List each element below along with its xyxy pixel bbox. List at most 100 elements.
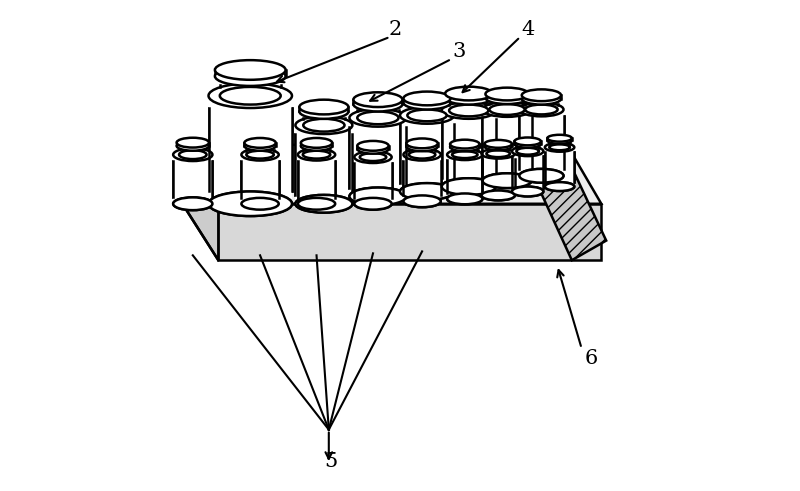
Ellipse shape — [545, 182, 574, 191]
Text: 6: 6 — [585, 349, 598, 368]
Ellipse shape — [209, 191, 292, 216]
Ellipse shape — [486, 88, 529, 101]
Ellipse shape — [242, 198, 278, 210]
Bar — [512, 151, 543, 191]
Text: 4: 4 — [521, 20, 534, 39]
Ellipse shape — [407, 109, 446, 121]
Ellipse shape — [215, 60, 286, 80]
Bar — [299, 107, 349, 111]
Ellipse shape — [400, 183, 454, 200]
Bar — [246, 146, 274, 155]
Ellipse shape — [452, 151, 478, 158]
Ellipse shape — [482, 191, 515, 200]
Ellipse shape — [177, 141, 209, 151]
Ellipse shape — [177, 137, 209, 148]
Bar — [449, 98, 488, 110]
Bar — [302, 146, 330, 155]
Bar — [450, 144, 479, 147]
Bar — [407, 103, 446, 115]
Bar — [298, 155, 335, 204]
Bar — [173, 155, 213, 204]
Ellipse shape — [298, 198, 335, 210]
Ellipse shape — [220, 87, 281, 105]
Ellipse shape — [522, 89, 561, 101]
Ellipse shape — [482, 102, 531, 117]
Ellipse shape — [547, 137, 572, 144]
Bar — [209, 96, 292, 204]
Ellipse shape — [350, 109, 406, 127]
Bar — [519, 109, 563, 176]
Ellipse shape — [298, 149, 335, 161]
Bar — [452, 147, 478, 155]
Bar — [406, 143, 438, 146]
Bar — [177, 142, 209, 146]
Ellipse shape — [403, 149, 441, 161]
Bar — [179, 146, 206, 155]
Ellipse shape — [350, 188, 406, 205]
Bar — [400, 115, 454, 191]
Bar — [403, 99, 450, 103]
Ellipse shape — [482, 173, 531, 188]
Ellipse shape — [450, 142, 479, 151]
Bar — [358, 146, 389, 149]
Bar — [215, 70, 286, 76]
Bar — [360, 149, 386, 157]
Bar — [220, 76, 281, 96]
Bar — [545, 147, 574, 187]
Bar — [244, 143, 276, 146]
Ellipse shape — [358, 141, 389, 151]
Ellipse shape — [173, 197, 213, 210]
Ellipse shape — [242, 149, 278, 161]
Ellipse shape — [295, 195, 352, 213]
Ellipse shape — [486, 150, 510, 157]
Ellipse shape — [516, 148, 539, 155]
Bar — [516, 144, 539, 151]
Bar — [295, 125, 352, 204]
Ellipse shape — [360, 153, 386, 161]
Ellipse shape — [244, 141, 276, 151]
Ellipse shape — [545, 182, 574, 191]
Bar — [409, 146, 435, 155]
Ellipse shape — [173, 197, 213, 210]
Ellipse shape — [244, 138, 276, 148]
Ellipse shape — [519, 103, 563, 116]
Ellipse shape — [514, 140, 541, 148]
Ellipse shape — [512, 187, 543, 196]
Polygon shape — [184, 145, 218, 260]
Text: 2: 2 — [389, 20, 402, 39]
Ellipse shape — [485, 142, 512, 150]
Ellipse shape — [400, 107, 454, 124]
Bar — [482, 154, 515, 195]
Ellipse shape — [354, 198, 392, 210]
Text: 3: 3 — [452, 42, 466, 61]
Ellipse shape — [522, 93, 561, 105]
Ellipse shape — [242, 198, 278, 210]
Bar — [350, 118, 406, 196]
Ellipse shape — [519, 169, 563, 183]
Ellipse shape — [526, 105, 558, 114]
Bar — [547, 138, 572, 140]
Ellipse shape — [350, 188, 406, 205]
Bar — [301, 143, 332, 146]
Ellipse shape — [547, 135, 572, 142]
Bar — [550, 140, 570, 147]
Bar — [522, 95, 561, 99]
Polygon shape — [533, 157, 606, 260]
Ellipse shape — [354, 97, 402, 111]
Bar — [403, 155, 441, 201]
Ellipse shape — [299, 104, 349, 119]
Bar — [445, 94, 492, 98]
Bar — [242, 155, 278, 204]
Bar — [490, 98, 525, 109]
Ellipse shape — [403, 195, 441, 207]
Ellipse shape — [209, 191, 292, 216]
Bar — [442, 110, 496, 187]
Bar — [303, 111, 345, 125]
Ellipse shape — [406, 138, 438, 148]
Ellipse shape — [482, 173, 531, 188]
Ellipse shape — [301, 141, 332, 151]
Ellipse shape — [354, 92, 402, 107]
Ellipse shape — [442, 102, 496, 119]
Ellipse shape — [550, 144, 570, 150]
Ellipse shape — [447, 149, 482, 160]
